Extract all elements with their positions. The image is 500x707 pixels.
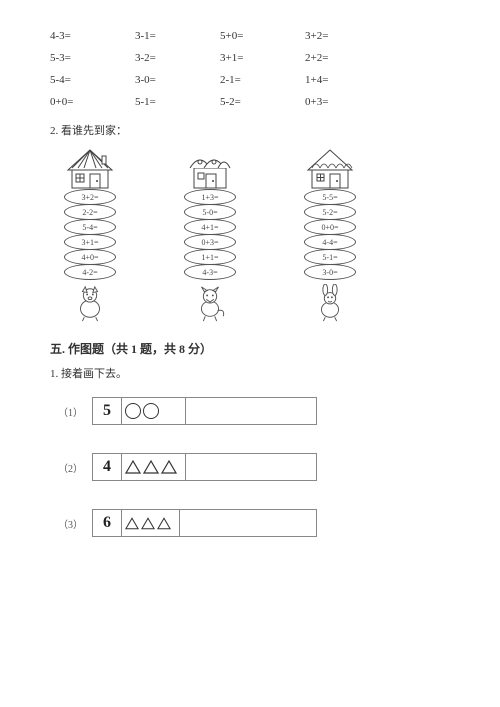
draw-box: 4 — [92, 453, 317, 481]
house-icon — [60, 148, 120, 190]
eq-cell: 0+0= — [50, 96, 135, 108]
eq-cell: 5-3= — [50, 52, 135, 64]
bead: 4+0= — [64, 249, 116, 265]
bead: 1+1= — [184, 249, 236, 265]
animal-icon — [311, 284, 349, 322]
houses-row: 3+2= 2-2= 5-4= 3+1= 4+0= 4-2= — [50, 148, 460, 322]
triangle-shape — [141, 517, 155, 530]
eq-cell: 2-1= — [220, 74, 305, 86]
bead: 0+0= — [304, 219, 356, 235]
house-column: 3+2= 2-2= 5-4= 3+1= 4+0= 4-2= — [50, 148, 130, 322]
bead: 5-2= — [304, 204, 356, 220]
eq-cell: 4-3= — [50, 30, 135, 42]
eq-cell: 5+0= — [220, 30, 305, 42]
item-paren: （2） — [58, 460, 92, 475]
circle-shape — [143, 403, 159, 419]
house-column: 5-5= 5-2= 0+0= 4-4= 5-1= 3-0= — [290, 148, 370, 322]
circle-shape — [125, 403, 141, 419]
triangle-shape — [143, 460, 159, 474]
draw-item: （1） 5 — [58, 397, 460, 425]
eq-cell: 0+3= — [305, 96, 390, 108]
bead: 5-0= — [184, 204, 236, 220]
item-paren: （3） — [58, 516, 92, 531]
eq-cell: 3+2= — [305, 30, 390, 42]
bead: 0+3= — [184, 234, 236, 250]
triangle-shape — [157, 517, 171, 530]
triangle-shape — [161, 460, 177, 474]
eq-cell: 3-2= — [135, 52, 220, 64]
shape-cell — [122, 398, 186, 424]
item-paren: （1） — [58, 404, 92, 419]
section5-heading: 五. 作图题（共 1 题，共 8 分） — [50, 340, 460, 357]
bead: 3+2= — [64, 189, 116, 205]
num-cell: 4 — [93, 454, 122, 480]
house-column: 1+3= 5-0= 4+1= 0+3= 1+1= 4-3= — [170, 148, 250, 322]
bead: 5-4= — [64, 219, 116, 235]
section5-q1: 1. 接着画下去。 — [50, 365, 460, 381]
eq-cell: 3-0= — [135, 74, 220, 86]
num-cell: 5 — [93, 398, 122, 424]
shape-cell — [122, 454, 186, 480]
eq-cell: 3+1= — [220, 52, 305, 64]
bead: 5-1= — [304, 249, 356, 265]
triangle-shape — [125, 517, 139, 530]
bead: 1+3= — [184, 189, 236, 205]
eq-cell: 5-1= — [135, 96, 220, 108]
empty-cell — [186, 398, 316, 424]
shape-cell — [122, 510, 180, 536]
eq-cell: 5-2= — [220, 96, 305, 108]
bead: 4-4= — [304, 234, 356, 250]
equations-grid: 4-3= 3-1= 5+0= 3+2= 5-3= 3-2= 3+1= 2+2= … — [50, 30, 390, 108]
bead: 4-3= — [184, 264, 236, 280]
eq-cell: 3-1= — [135, 30, 220, 42]
bead: 2-2= — [64, 204, 116, 220]
q2-title: 2. 看谁先到家： — [50, 122, 460, 138]
eq-cell: 1+4= — [305, 74, 390, 86]
eq-cell: 2+2= — [305, 52, 390, 64]
draw-box: 6 — [92, 509, 317, 537]
eq-cell: 5-4= — [50, 74, 135, 86]
animal-icon — [191, 284, 229, 322]
empty-cell — [180, 510, 316, 536]
bead: 3-0= — [304, 264, 356, 280]
draw-item: （2） 4 — [58, 453, 460, 481]
bead: 4-2= — [64, 264, 116, 280]
animal-icon — [71, 284, 109, 322]
bead: 4+1= — [184, 219, 236, 235]
house-icon — [300, 148, 360, 190]
house-icon — [180, 148, 240, 190]
draw-box: 5 — [92, 397, 317, 425]
triangle-shape — [125, 460, 141, 474]
num-cell: 6 — [93, 510, 122, 536]
bead: 5-5= — [304, 189, 356, 205]
draw-item: （3） 6 — [58, 509, 460, 537]
bead: 3+1= — [64, 234, 116, 250]
empty-cell — [186, 454, 316, 480]
